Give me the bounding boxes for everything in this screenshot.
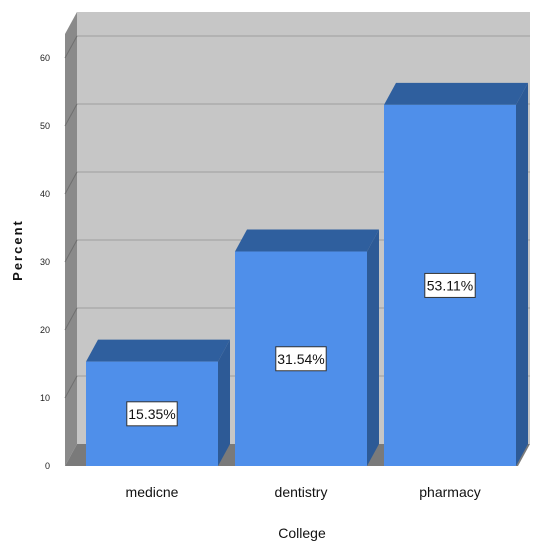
x-category-label: medicne: [126, 484, 179, 500]
data-label: 15.35%: [128, 406, 175, 422]
y-tick-label: 20: [40, 325, 50, 335]
bar-top: [384, 82, 528, 105]
bar-dentistry: 31.54%: [235, 229, 379, 466]
y-axis-title: Percent: [10, 219, 25, 281]
gridline-wall: [64, 375, 78, 399]
data-label-box: [424, 272, 476, 298]
gridline-wall: [64, 239, 78, 263]
x-axis-title: College: [278, 525, 326, 541]
data-label: 31.54%: [277, 351, 324, 367]
data-label: 53.11%: [427, 277, 473, 293]
x-category-label: dentistry: [275, 484, 328, 500]
bar-side: [218, 339, 230, 466]
gridline-wall: [64, 307, 78, 331]
bar-side: [516, 82, 528, 467]
data-label-box: [126, 401, 178, 427]
plot-left-wall: [65, 12, 77, 466]
gridline-wall: [64, 171, 78, 195]
bar-side: [367, 229, 379, 466]
y-tick-label: 0: [45, 461, 50, 471]
gridline-wall: [64, 35, 78, 59]
y-tick-label: 10: [40, 393, 50, 403]
y-tick-label: 30: [40, 257, 50, 267]
x-category-label: pharmacy: [419, 484, 480, 500]
bar-medicne: 15.35%: [86, 339, 230, 466]
y-tick-label: 40: [40, 189, 50, 199]
y-tick-label: 50: [40, 121, 50, 131]
data-label-box: [275, 346, 327, 372]
y-tick-label: 60: [40, 53, 50, 63]
bar-pharmacy: 53.11%: [384, 82, 528, 467]
bar-top: [86, 339, 230, 362]
bar-top: [235, 229, 379, 252]
gridline-wall: [64, 103, 78, 127]
